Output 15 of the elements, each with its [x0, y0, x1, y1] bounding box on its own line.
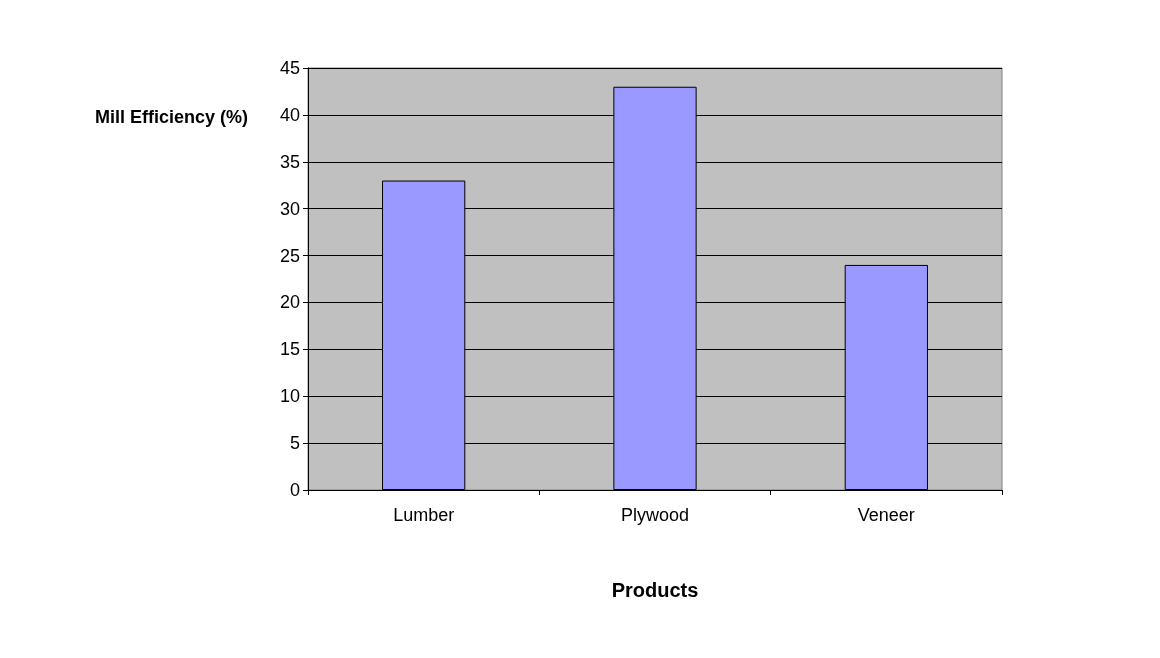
y-tick-label: 15 — [279, 339, 300, 360]
x-tick-label: Lumber — [393, 505, 455, 525]
y-tick-label: 20 — [279, 292, 300, 313]
y-tick-label: 45 — [279, 58, 300, 78]
y-tick-label: 40 — [279, 104, 300, 125]
y-tick-label: 25 — [279, 245, 300, 266]
y-axis-title: Mill Efficiency (%) — [94, 107, 248, 127]
y-tick-label: 10 — [279, 386, 300, 407]
x-tick-label: Plywood — [620, 505, 690, 525]
y-tick-label: 5 — [289, 433, 300, 454]
x-tick-label: Veneer — [857, 505, 915, 525]
y-tick-label: 0 — [289, 480, 300, 500]
y-tick-label: 35 — [279, 151, 300, 172]
x-axis-title: Products — [611, 579, 699, 601]
y-tick-label: 30 — [279, 198, 300, 219]
